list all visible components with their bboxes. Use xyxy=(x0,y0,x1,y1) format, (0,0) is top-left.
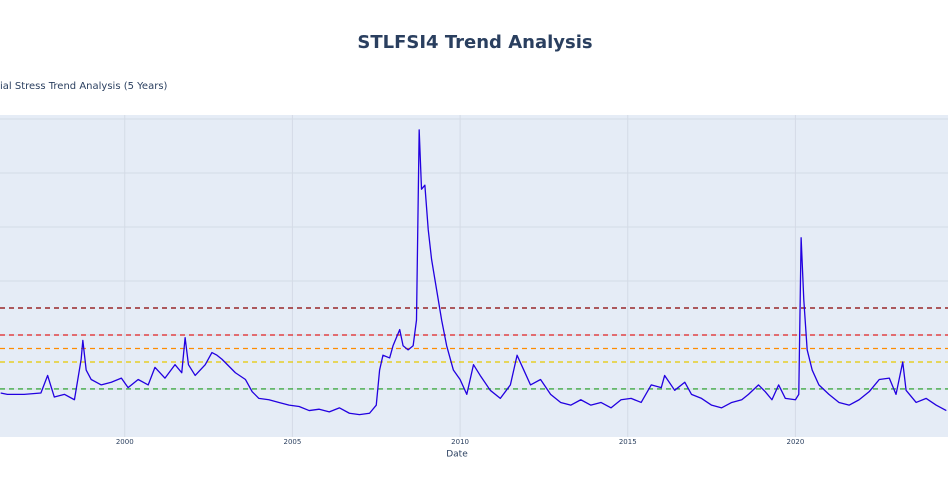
x-tick-label: 2020 xyxy=(787,438,805,446)
x-axis-title: Date xyxy=(446,450,468,460)
legend-entry: ial Stress Trend Analysis (5 Years) xyxy=(0,81,168,92)
x-tick-label: 2015 xyxy=(619,438,637,446)
x-tick-label: 2005 xyxy=(284,438,302,446)
chart-title: STLFSI4 Trend Analysis xyxy=(357,32,592,53)
x-tick-label: 2010 xyxy=(451,438,469,446)
plot-area xyxy=(0,115,948,437)
data-line xyxy=(0,129,947,416)
x-tick-label: 2000 xyxy=(116,438,134,446)
